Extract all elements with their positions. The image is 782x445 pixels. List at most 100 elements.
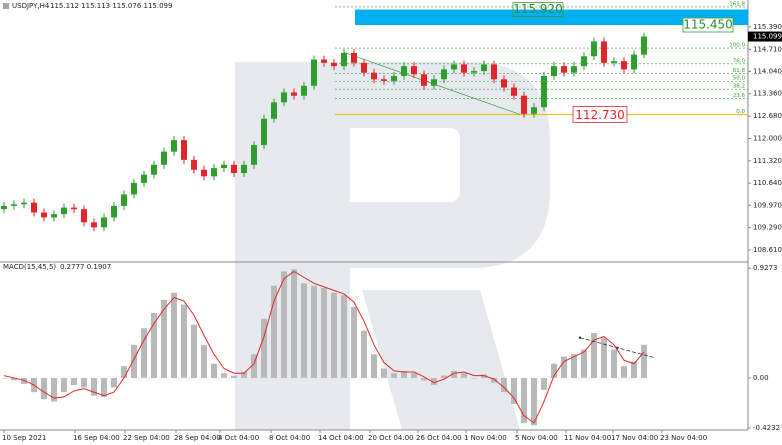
macd-bar [121, 366, 127, 378]
candle-body [271, 102, 277, 119]
divergence-point [616, 346, 619, 349]
divergence-point [578, 336, 582, 339]
y-tick-label: 109.290 [753, 224, 782, 232]
zone-label-box [512, 2, 564, 17]
candle-body [491, 64, 497, 80]
candle-body [71, 207, 77, 210]
chart-title: USDJPY,H4 [12, 2, 50, 10]
candle-body [381, 79, 387, 81]
candle-body [231, 164, 237, 174]
macd-bar [561, 356, 567, 378]
candle-body [21, 202, 27, 205]
y-tick-label: -0.4232 [753, 424, 780, 432]
macd-bar [601, 337, 607, 378]
y-tick-label: 0.9273 [753, 264, 778, 272]
y-tick-label: 115.390 [753, 23, 782, 31]
macd-bar [631, 361, 637, 378]
macd-bar [411, 373, 417, 378]
fib-label: 161.8 [729, 1, 745, 7]
macd-bar [401, 370, 407, 378]
candle-body [111, 205, 117, 218]
candle-body [391, 75, 397, 81]
macd-bar [201, 344, 207, 378]
candle-body [41, 212, 47, 218]
macd-bar [91, 377, 97, 396]
candle-body [451, 64, 457, 70]
candle-body [281, 92, 287, 103]
chart-subtitle: 115.112 115.113 115.076 115.099 [50, 2, 172, 10]
candle-body [431, 79, 437, 86]
candle-body [611, 61, 617, 63]
candle-body [631, 54, 637, 70]
candle-body [61, 207, 67, 215]
macd-bar [161, 299, 167, 378]
x-tick-label: 20 Oct 04:00 [368, 434, 414, 442]
macd-bar [101, 377, 107, 397]
support-label: 112.730 [575, 108, 625, 122]
macd-bar [0, 377, 7, 379]
y-tick-label: 110.640 [753, 179, 782, 187]
macd-bar [61, 377, 67, 393]
zone-label: 115.450 [683, 17, 733, 31]
macd-bar [381, 368, 387, 378]
y-tick-label: 114.040 [753, 67, 782, 75]
zone-label-box [682, 17, 734, 33]
candle-body [201, 169, 207, 177]
macd-bar [461, 373, 467, 378]
macd-bar [41, 377, 47, 400]
candle-body [251, 145, 257, 165]
candle-body [561, 66, 567, 73]
last-price-box [748, 31, 782, 42]
macd-bar [501, 377, 507, 393]
x-tick-label: 23 Nov 04:00 [660, 434, 707, 442]
candle-body [311, 59, 317, 86]
candle-body [501, 79, 507, 88]
candle-body [401, 66, 407, 76]
y-tick-label: 114.710 [753, 45, 782, 53]
candle-body [521, 95, 527, 114]
candle-body [191, 159, 197, 170]
x-tick-label: 1 Nov 04:00 [464, 434, 507, 442]
candle-body [481, 64, 487, 72]
candle-body [291, 92, 297, 96]
symbol-icon [3, 3, 9, 9]
candle-body [211, 168, 217, 177]
macd-bar [641, 344, 647, 378]
macd-bar [191, 324, 197, 378]
candle-body [221, 164, 227, 169]
macd-bar [111, 377, 117, 388]
candle-body [321, 59, 327, 63]
y-tick-label: 109.970 [753, 201, 782, 209]
macd-bar [251, 354, 257, 378]
y-tick-label: 108.610 [753, 246, 782, 254]
macd-bar [171, 292, 177, 378]
macd-bar [331, 292, 337, 378]
macd-bar [71, 377, 77, 386]
macd-bar [341, 295, 347, 378]
candle-body [351, 52, 357, 63]
macd-bar [181, 304, 187, 378]
macd-bar [261, 318, 267, 378]
macd-bar [581, 349, 587, 378]
x-tick-label: 28 Sep 04:00 [174, 434, 221, 442]
zone-label: 115.920 [513, 2, 563, 16]
macd-bar [491, 377, 497, 383]
candle-body [601, 41, 607, 63]
macd-bar [371, 354, 377, 378]
macd-bar [441, 375, 447, 378]
macd-bar [321, 288, 327, 378]
macd-bar [551, 363, 557, 378]
x-tick-label: 8 Oct 04:00 [269, 434, 310, 442]
candle-body [51, 214, 57, 218]
candle-body [11, 204, 17, 206]
candle-body [641, 36, 647, 55]
macd-bar [471, 377, 477, 379]
candle-body [161, 151, 167, 165]
candle-body [151, 164, 157, 175]
macd-bar [211, 363, 217, 378]
x-tick-label: 17 Nov 04:00 [611, 434, 658, 442]
y-tick-label: 111.320 [753, 157, 782, 165]
y-tick-label: 0.00 [753, 374, 769, 382]
y-tick-label: 113.360 [753, 90, 782, 98]
